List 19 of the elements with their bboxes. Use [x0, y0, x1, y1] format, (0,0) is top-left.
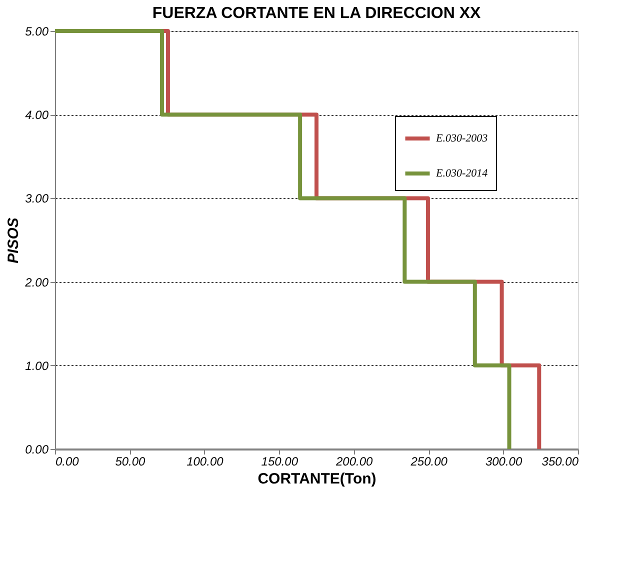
x-tick-label: 200.00	[335, 454, 374, 468]
legend-label: E.030-2014	[435, 168, 488, 180]
x-tick-label: 50.00	[115, 454, 146, 468]
x-tick-label: 250.00	[410, 454, 448, 468]
y-tick-label: 5.00	[25, 24, 49, 38]
chart-title: FUERZA CORTANTE EN LA DIRECCION XX	[152, 5, 481, 22]
y-tick-label: 4.00	[25, 108, 49, 122]
x-axis-title: CORTANTE(Ton)	[258, 470, 376, 488]
x-tick-label: 0.00	[56, 454, 80, 468]
y-tick-label: 3.00	[25, 192, 49, 206]
y-tick-label: 0.00	[25, 442, 49, 456]
x-tick-label: 100.00	[186, 454, 224, 468]
x-tick-label: 150.00	[261, 454, 298, 468]
x-tick-label: 300.00	[485, 454, 522, 468]
y-tick-label: 1.00	[25, 358, 49, 373]
y-axis-title: PISOS	[5, 218, 22, 264]
legend-label: E.030-2003	[435, 132, 488, 144]
x-tick-label: 350.00	[542, 454, 579, 468]
y-tick-label: 2.00	[24, 275, 49, 290]
